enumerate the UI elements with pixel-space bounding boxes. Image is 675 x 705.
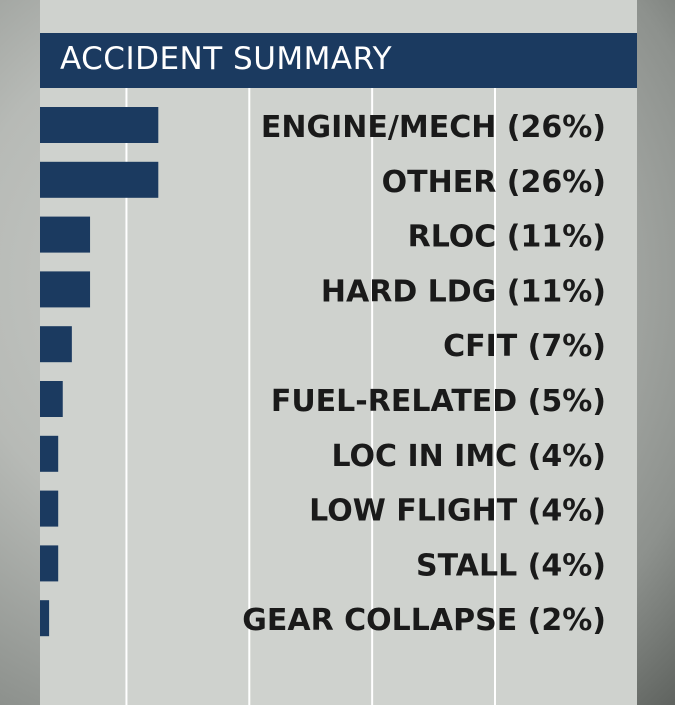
category-label: HARD LDG (11%) <box>321 274 606 309</box>
bar <box>40 107 159 143</box>
title-bar: ACCIDENT SUMMARY <box>40 33 637 88</box>
bar <box>40 545 59 582</box>
bar <box>40 490 59 527</box>
bar <box>40 600 50 637</box>
bar <box>40 326 72 363</box>
bar <box>40 381 63 417</box>
bar <box>40 161 159 198</box>
category-label: GEAR COLLAPSE (2%) <box>242 603 606 638</box>
category-label: RLOC (11%) <box>408 220 606 255</box>
category-label: ENGINE/MECH (26%) <box>261 110 606 145</box>
bar <box>40 435 59 472</box>
bar <box>40 271 91 308</box>
chart-title: ACCIDENT SUMMARY <box>60 41 393 77</box>
category-label: OTHER (26%) <box>382 165 606 200</box>
category-label: LOW FLIGHT (4%) <box>309 494 606 529</box>
category-label: CFIT (7%) <box>443 329 606 364</box>
category-label: FUEL-RELATED (5%) <box>271 384 606 419</box>
bar <box>40 216 91 253</box>
category-label: STALL (4%) <box>416 548 606 583</box>
category-label: LOC IN IMC (4%) <box>331 439 606 474</box>
